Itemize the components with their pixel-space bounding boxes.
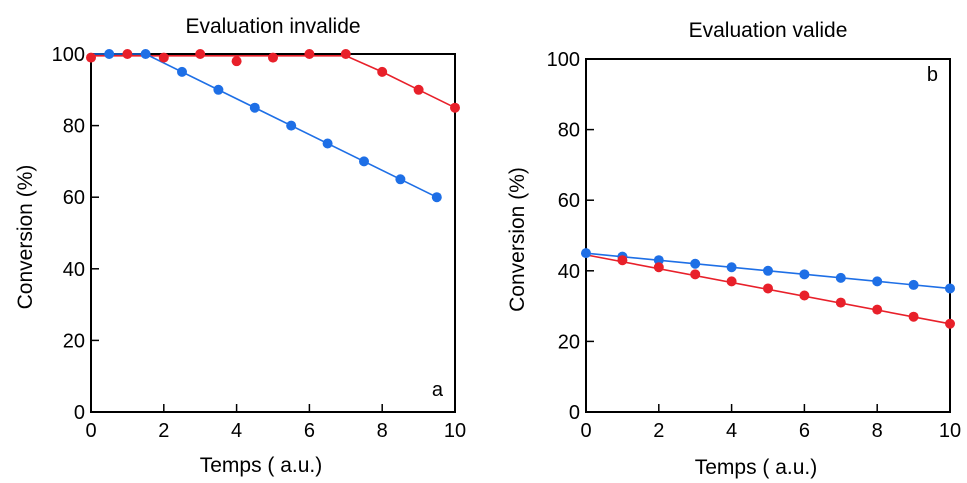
data-point — [799, 290, 810, 301]
data-point — [304, 49, 315, 59]
y-axis-label: Conversion (%) — [506, 167, 529, 312]
y-tick-label: 80 — [63, 116, 85, 138]
x-tick-label: 8 — [872, 420, 883, 442]
data-point — [653, 262, 664, 273]
x-tick-label: 2 — [653, 420, 664, 442]
data-point — [617, 255, 628, 266]
data-point — [140, 49, 151, 59]
data-point — [286, 120, 297, 131]
chart-panel-b: Evaluation valide 0 20 40 60 80 100 0 2 4 6 8 10 Temp… — [506, 19, 961, 479]
data-point — [413, 84, 424, 95]
y-tick-label: 0 — [74, 402, 85, 424]
data-point — [726, 262, 737, 273]
data-point — [268, 52, 278, 63]
data-point — [945, 318, 955, 329]
y-tick-label: 60 — [63, 187, 85, 209]
data-point — [177, 66, 187, 77]
x-tick-label: 10 — [444, 420, 466, 442]
data-point — [763, 283, 773, 294]
x-axis-label: Temps ( a.u.) — [695, 456, 818, 479]
data-point — [195, 49, 206, 59]
y-tick-label: 20 — [558, 331, 580, 353]
data-point — [726, 276, 737, 287]
panel-letter: b — [927, 64, 938, 86]
data-point — [908, 279, 919, 290]
y-tick-label: 40 — [558, 261, 580, 283]
y-tick-label: 0 — [569, 402, 580, 424]
chart-title: Evaluation invalide — [185, 15, 360, 38]
series-line — [91, 55, 456, 109]
chart-title: Evaluation valide — [689, 19, 848, 42]
x-tick-label: 8 — [377, 420, 388, 442]
x-tick-label: 4 — [726, 420, 737, 442]
panel-letter: a — [432, 379, 444, 401]
data-point — [231, 56, 242, 67]
data-point — [86, 52, 96, 63]
data-point — [359, 156, 369, 167]
data-point — [158, 52, 169, 63]
data-point — [395, 174, 406, 185]
data-point — [322, 138, 333, 149]
x-tick-label: 4 — [231, 420, 242, 442]
x-tick-label: 2 — [158, 420, 169, 442]
data-point — [763, 265, 773, 276]
data-point — [835, 272, 846, 283]
data-point — [122, 49, 133, 59]
data-point — [690, 258, 701, 269]
data-point — [872, 276, 883, 287]
plot-frame — [90, 53, 456, 413]
x-tick-label: 0 — [580, 420, 591, 442]
x-axis-label: Temps ( a.u.) — [200, 454, 323, 477]
y-axis-label: Conversion (%) — [14, 165, 37, 310]
data-point — [945, 283, 955, 294]
y-tick-label: 80 — [558, 120, 580, 142]
data-point — [104, 49, 115, 59]
data-point — [799, 269, 810, 280]
data-point — [835, 297, 846, 308]
plot-frame — [585, 58, 951, 413]
data-point — [581, 248, 591, 259]
y-tick-label: 40 — [63, 259, 85, 281]
data-point — [872, 304, 883, 315]
y-tick-label: 100 — [52, 44, 85, 66]
y-tick-label: 20 — [63, 330, 85, 352]
data-point — [340, 49, 351, 59]
x-tick-label: 10 — [939, 420, 961, 442]
chart-panel-a: Evaluation invalide 0 20 40 60 80 100 0 2 4 6 8 10 Te… — [14, 15, 466, 477]
x-tick-label: 0 — [85, 420, 96, 442]
data-point — [249, 102, 260, 113]
x-tick-label: 6 — [799, 420, 810, 442]
data-point — [431, 192, 442, 203]
data-point — [690, 269, 701, 280]
x-tick-label: 6 — [304, 420, 315, 442]
y-tick-label: 100 — [547, 49, 580, 71]
data-point — [450, 102, 460, 113]
data-point — [213, 84, 224, 95]
data-point — [653, 255, 664, 266]
data-point — [377, 66, 388, 77]
data-point — [908, 311, 919, 322]
y-tick-label: 60 — [558, 190, 580, 212]
